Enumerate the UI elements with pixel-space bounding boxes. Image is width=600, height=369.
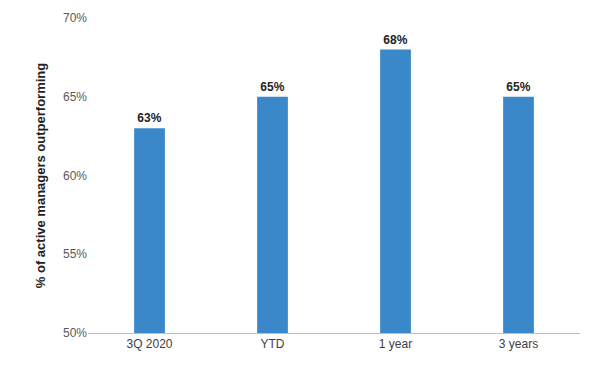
- svg-text:50%: 50%: [63, 326, 87, 340]
- svg-text:70%: 70%: [63, 11, 87, 25]
- svg-text:% of active managers outperfor: % of active managers outperforming: [33, 63, 48, 288]
- svg-text:68%: 68%: [383, 33, 407, 47]
- svg-text:3Q 2020: 3Q 2020: [126, 337, 172, 351]
- svg-text:65%: 65%: [63, 90, 87, 104]
- svg-text:1 year: 1 year: [379, 337, 412, 351]
- svg-text:63%: 63%: [137, 111, 161, 125]
- svg-text:65%: 65%: [506, 80, 530, 94]
- svg-text:60%: 60%: [63, 169, 87, 183]
- svg-text:YTD: YTD: [261, 337, 285, 351]
- svg-text:55%: 55%: [63, 247, 87, 261]
- svg-text:3 years: 3 years: [499, 337, 538, 351]
- svg-text:65%: 65%: [260, 80, 284, 94]
